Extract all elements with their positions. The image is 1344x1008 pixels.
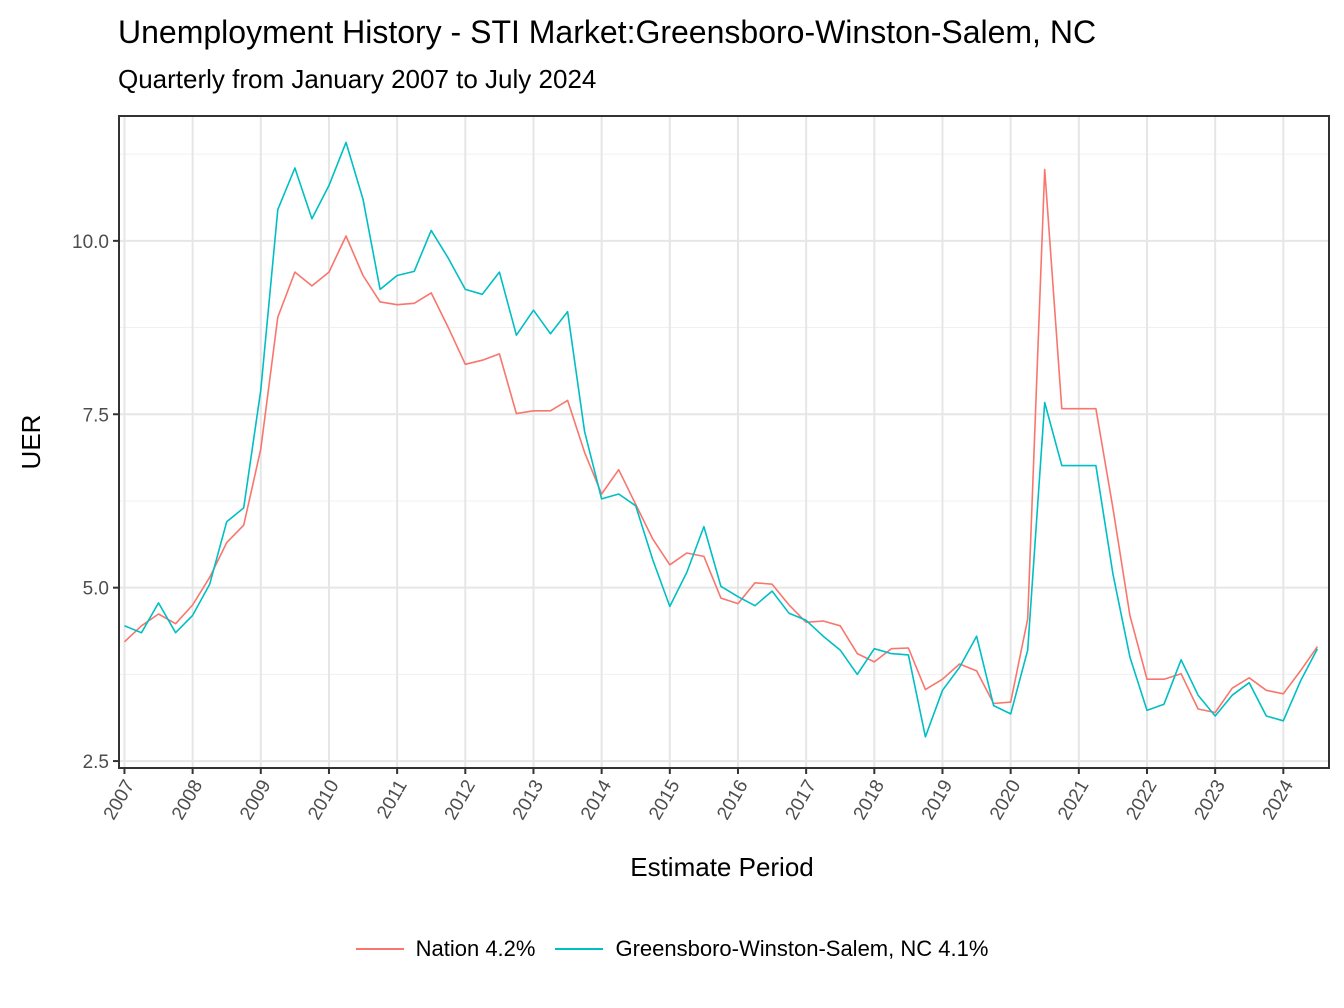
x-tick-label: 2024	[1259, 776, 1299, 823]
x-tick-label: 2019	[918, 777, 957, 824]
y-tick-label: 2.5	[83, 752, 109, 773]
chart-subtitle: Quarterly from January 2007 to July 2024	[118, 64, 597, 94]
x-tick-label: 2021	[1054, 777, 1093, 824]
legend-item-nation: Nation 4.2%	[355, 936, 536, 962]
x-tick-label: 2013	[509, 777, 548, 824]
plot-background	[119, 116, 1329, 768]
legend-item-greensboro: Greensboro-Winston-Salem, NC 4.1%	[555, 936, 988, 962]
legend-label-nation: Nation 4.2%	[415, 936, 536, 961]
x-tick-label: 2011	[373, 777, 412, 823]
y-axis: 2.5 5.0 7.5 10.0	[72, 232, 119, 773]
y-tick-label: 10.0	[72, 232, 109, 253]
legend: Nation 4.2% Greensboro-Winston-Salem, NC…	[0, 936, 1344, 962]
legend-key-nation	[355, 948, 404, 950]
x-tick-label: 2018	[850, 777, 889, 824]
x-axis: 2007 2008 2009 2010 2011 2012 2013 2014 2015 2016…	[100, 768, 1298, 824]
x-tick-label: 2009	[236, 777, 275, 824]
x-tick-label: 2023	[1191, 777, 1230, 824]
x-tick-label: 2010	[304, 777, 343, 824]
x-tick-label: 2012	[441, 777, 480, 824]
x-tick-label: 2008	[168, 777, 207, 824]
plot-border	[118, 115, 1330, 769]
x-tick-label: 2014	[577, 776, 617, 823]
series-layer	[123, 141, 1319, 738]
x-tick-label: 2016	[713, 777, 752, 824]
legend-label-greensboro: Greensboro-Winston-Salem, NC 4.1%	[615, 936, 989, 961]
x-tick-label: 2020	[986, 777, 1025, 824]
y-tick-label: 7.5	[83, 405, 109, 426]
chart-title: Unemployment History - STI Market:Greens…	[118, 14, 1097, 50]
series-line-nation	[123, 168, 1319, 714]
x-tick-label: 2017	[781, 777, 820, 824]
x-tick-label: 2007	[100, 777, 139, 824]
y-axis-title: UER	[16, 415, 46, 470]
y-tick-label: 5.0	[83, 579, 109, 600]
series-line-greensboro	[124, 141, 1319, 738]
x-tick-label: 2022	[1122, 777, 1161, 824]
grid-lines	[119, 116, 1329, 768]
x-tick-label: 2015	[645, 777, 684, 824]
legend-key-greensboro	[555, 948, 604, 950]
x-axis-title: Estimate Period	[630, 852, 814, 882]
